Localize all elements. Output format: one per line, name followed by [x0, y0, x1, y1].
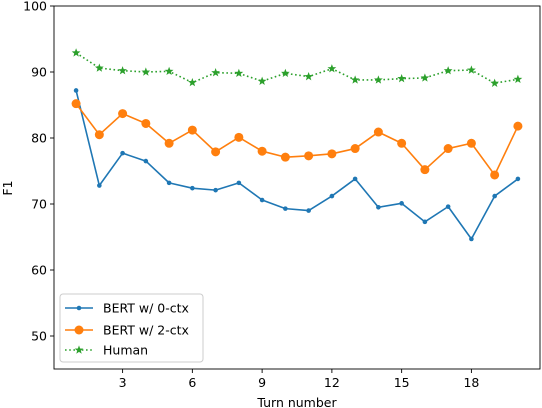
- series-bert-w-0-ctx-point: [236, 180, 242, 186]
- series-bert-w-2-ctx-point: [466, 138, 476, 148]
- series-bert-w-0-ctx-point: [422, 219, 428, 225]
- y-axis-label: F1: [0, 180, 15, 195]
- legend-item-bert-w-0-ctx-label: BERT w/ 0-ctx: [103, 301, 189, 316]
- series-bert-w-2-ctx-point: [420, 165, 430, 175]
- series-human-point: [234, 68, 244, 78]
- legend-item-bert-w-2-ctx-label: BERT w/ 2-ctx: [103, 323, 189, 338]
- legend-item-bert-w-2-ctx-marker: [74, 325, 84, 335]
- series-bert-w-0-ctx-point: [73, 88, 79, 93]
- series-human: [71, 48, 523, 87]
- series-human-point: [513, 74, 523, 83]
- series-bert-w-2-ctx-point: [490, 170, 500, 180]
- series-bert-w-0-ctx-point: [515, 176, 521, 182]
- series-bert-w-2-ctx-point: [141, 118, 151, 128]
- series-bert-w-2-ctx-point: [71, 99, 81, 109]
- plot-frame: [53, 5, 541, 370]
- series-bert-w-2-ctx-point: [373, 127, 383, 137]
- y-axis: 50 60 70 80 90 100: [23, 0, 54, 344]
- series-human-point: [94, 63, 104, 72]
- series-bert-w-0-ctx-point: [259, 197, 265, 203]
- legend-item-human-label: Human: [103, 343, 148, 358]
- x-tick-label: 15: [394, 375, 410, 390]
- series-human-point: [467, 65, 476, 74]
- y-tick-label: 60: [31, 263, 47, 278]
- series-human-point: [257, 76, 267, 85]
- series-bert-w-0-ctx-point: [399, 201, 404, 206]
- y-tick-label: 100: [23, 0, 47, 14]
- series-bert-w-2-ctx-point: [187, 125, 197, 135]
- series-human-point: [490, 78, 500, 87]
- series-human-point: [164, 66, 174, 76]
- series-human-point: [327, 64, 337, 73]
- x-tick-label: 6: [188, 375, 196, 390]
- series-bert-w-0-ctx-point: [469, 236, 474, 242]
- series-human-point: [420, 73, 430, 82]
- series-human-point: [118, 66, 127, 75]
- series-bert-w-2-ctx-point: [397, 138, 407, 148]
- series-bert-w-0-ctx-point: [190, 185, 195, 191]
- series-bert-w-2-ctx-point: [257, 146, 267, 156]
- series-bert-w-2-ctx-point: [280, 152, 290, 162]
- x-tick-label: 12: [324, 375, 340, 390]
- x-tick-label: 18: [463, 375, 479, 390]
- series-bert-w-2-ctx-point: [513, 121, 523, 131]
- series-bert-w-0-ctx-point: [329, 193, 335, 199]
- series-bert-w-0-ctx-point: [120, 150, 125, 156]
- series-bert-w-0-ctx-point: [166, 180, 172, 186]
- series-human-point: [281, 68, 290, 78]
- series-bert-w-0-ctx-line: [75, 90, 519, 240]
- series-human-point: [374, 75, 383, 84]
- series-bert-w-2-ctx: [71, 99, 523, 180]
- legend: BERT w/ 0-ctx BERT w/ 2-ctx Human: [59, 293, 204, 363]
- series-human-point: [141, 67, 151, 76]
- series-bert-w-0-ctx-point: [492, 193, 497, 199]
- series-bert-w-0-ctx-point: [283, 206, 288, 211]
- y-tick-label: 80: [31, 131, 47, 146]
- legend-item-bert-w-0-ctx-marker: [76, 305, 82, 311]
- series-bert-w-0-ctx-point: [143, 158, 149, 164]
- y-tick-label: 90: [31, 65, 47, 80]
- series-bert-w-0-ctx: [73, 88, 521, 242]
- series-bert-w-2-ctx-point: [443, 144, 453, 154]
- legend-item-human-marker: [74, 345, 84, 354]
- series-bert-w-2-ctx-point: [327, 149, 337, 159]
- series-bert-w-0-ctx-point: [213, 187, 218, 193]
- series-human-point: [397, 74, 407, 83]
- series-human-point: [211, 68, 220, 77]
- series-human-point: [187, 77, 197, 87]
- series-bert-w-0-ctx-point: [306, 208, 311, 213]
- series-bert-w-2-ctx-point: [234, 132, 244, 142]
- series-human-point: [71, 48, 81, 57]
- series-bert-w-2-ctx-point: [94, 130, 104, 140]
- x-axis-label: Turn number: [256, 395, 337, 408]
- series-bert-w-2-ctx-point: [350, 144, 360, 154]
- series-bert-w-0-ctx-point: [97, 183, 102, 188]
- x-tick-label: 3: [119, 375, 127, 390]
- series-bert-w-0-ctx-point: [352, 176, 358, 182]
- series-bert-w-0-ctx-point: [445, 204, 451, 209]
- y-tick-label: 70: [31, 197, 47, 212]
- series-bert-w-2-ctx-line: [75, 103, 519, 176]
- y-tick-label: 50: [31, 329, 47, 344]
- series-bert-w-2-ctx-point: [211, 147, 221, 157]
- legend-box: [59, 293, 204, 363]
- series-human-point: [350, 75, 360, 84]
- series-human-point: [304, 72, 313, 81]
- series-layer: [71, 48, 523, 242]
- series-bert-w-0-ctx-point: [376, 205, 381, 210]
- series-human-point: [443, 66, 453, 75]
- x-axis: 3 6 9 12 15 18: [119, 369, 479, 390]
- series-bert-w-2-ctx-point: [118, 109, 128, 119]
- series-bert-w-2-ctx-point: [164, 138, 174, 148]
- x-tick-label: 9: [258, 375, 266, 390]
- series-bert-w-2-ctx-point: [304, 151, 314, 161]
